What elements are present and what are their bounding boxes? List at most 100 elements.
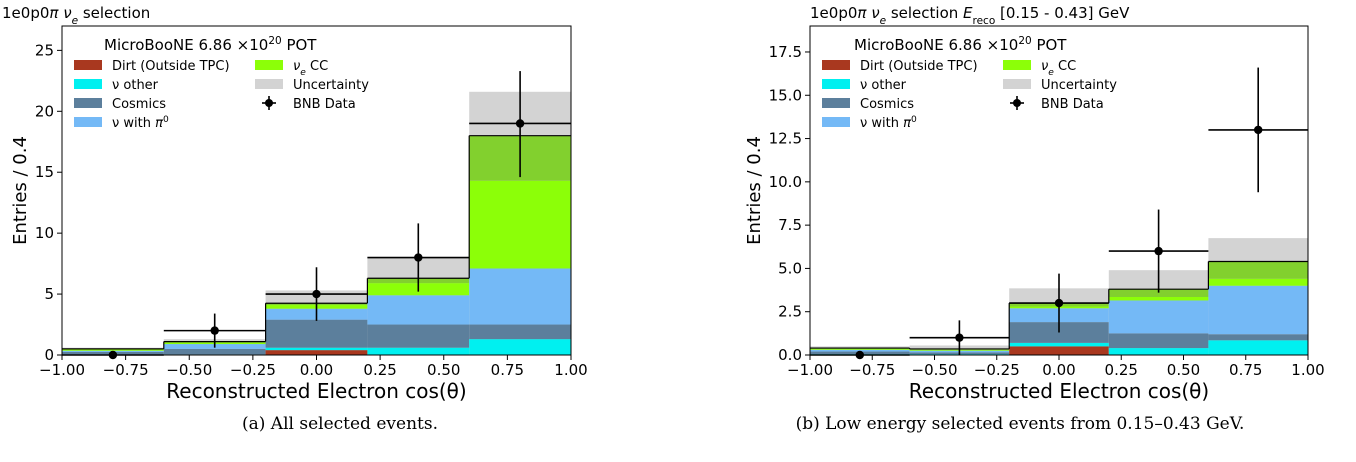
data-point: [312, 289, 321, 299]
legend-label: ν other: [860, 78, 907, 93]
y-tick-label: 15.0: [769, 86, 802, 104]
bar-nu_pi0: [469, 268, 571, 325]
bar-nu_other: [367, 347, 470, 355]
y-tick-label: 10.0: [769, 173, 802, 191]
y-tick-label: 17.5: [769, 43, 802, 61]
legend-label: Uncertainty: [293, 78, 369, 93]
legend-swatch: [74, 98, 102, 108]
x-tick-label: −1.00: [787, 361, 833, 379]
caption-a: (a) All selected events.: [242, 414, 438, 434]
bar-dirt: [265, 350, 368, 355]
data-point: [515, 119, 525, 128]
bar-nu_pi0: [1208, 285, 1308, 335]
pot-annotation: MicroBooNE 6.86 ×1020 POT: [854, 35, 1067, 54]
data-point: [1154, 246, 1163, 256]
bar-nu_other: [1208, 340, 1308, 355]
x-tick-label: −0.75: [103, 361, 149, 379]
y-tick-label: 0.0: [778, 346, 802, 364]
bar-cosmics: [265, 319, 368, 348]
y-tick-label: 0: [44, 346, 54, 364]
legend-swatch: [822, 98, 850, 108]
x-tick-label: 0.00: [300, 361, 333, 379]
y-tick-label: 20: [35, 102, 54, 120]
legend-label: Dirt (Outside TPC): [860, 59, 978, 74]
legend-label: ν with π0: [860, 115, 917, 131]
y-tick-label: 2.5: [778, 303, 802, 321]
bar-nu_other: [1009, 342, 1109, 347]
bar-cosmics: [163, 348, 266, 355]
legend-label: Dirt (Outside TPC): [112, 59, 230, 74]
legend-label: Cosmics: [112, 97, 166, 112]
data-point: [210, 326, 219, 335]
x-tick-label: 1.00: [554, 361, 587, 379]
x-tick-label: −0.25: [974, 361, 1020, 379]
x-axis-label: Reconstructed Electron cos(θ): [166, 379, 466, 403]
bar-nue-cc: [469, 180, 571, 269]
x-tick-label: 0.00: [1042, 361, 1075, 379]
x-tick-label: −1.00: [39, 361, 85, 379]
bar-nue-cc: [810, 348, 910, 350]
bar-nue-cc: [62, 349, 164, 351]
bar-nu_other: [265, 347, 368, 351]
x-tick-label: 0.50: [427, 361, 460, 379]
bar-nu_other: [469, 339, 571, 355]
x-tick-label: 0.25: [1105, 361, 1138, 379]
x-tick-label: 0.75: [491, 361, 524, 379]
legend-swatch: [822, 117, 850, 127]
legend-swatch: [255, 79, 283, 89]
legend-swatch: [74, 117, 102, 127]
legend-swatch: [1003, 79, 1031, 89]
legend-swatch: [822, 60, 850, 70]
bar-cosmics: [1009, 322, 1109, 343]
bar-nue-cc: [1108, 289, 1209, 297]
y-tick-label: 10: [35, 224, 54, 242]
chart-title: 1e0p0π νe selection: [2, 4, 150, 27]
bar-nu_pi0: [367, 295, 470, 325]
x-tick-label: 1.00: [1291, 361, 1324, 379]
legend-swatch: [1003, 60, 1031, 70]
legend-swatch: [255, 60, 283, 70]
bar-cosmics: [367, 324, 470, 348]
x-tick-label: −0.25: [230, 361, 276, 379]
y-tick-label: 5.0: [778, 259, 802, 277]
bar-cosmics: [1208, 334, 1308, 341]
x-tick-label: −0.75: [849, 361, 895, 379]
legend-label: ν other: [112, 78, 159, 93]
legend-label: BNB Data: [293, 97, 356, 112]
legend-label: Cosmics: [860, 97, 914, 112]
bar-nue-cc: [1208, 261, 1308, 279]
data-point: [1254, 125, 1263, 135]
bar-nue-cc: [1208, 278, 1308, 286]
data-point: [414, 253, 423, 262]
legend-label: ν with π0: [112, 115, 169, 131]
x-axis-label: Reconstructed Electron cos(θ): [909, 379, 1209, 403]
bar-nu_pi0: [810, 349, 910, 352]
y-tick-label: 7.5: [778, 216, 802, 234]
legend-label: νe CC: [293, 59, 328, 78]
legend-swatch: [822, 79, 850, 89]
legend-swatch: [74, 79, 102, 89]
data-point: [955, 333, 964, 342]
y-axis-label: Entries / 0.4: [10, 136, 31, 245]
legend-label: νe CC: [1041, 59, 1076, 78]
pot-annotation: MicroBooNE 6.86 ×1020 POT: [104, 35, 317, 54]
chart-0: −1.00 −0.75 −0.50 −0.25 0.00 0.25 0.50 0.75 1.00…: [2, 4, 588, 403]
data-point: [1054, 298, 1064, 308]
bar-nu_pi0: [1108, 300, 1209, 334]
bar-nu_other: [1108, 348, 1209, 355]
legend-data-marker: [1013, 99, 1021, 107]
y-axis-label: Entries / 0.4: [744, 136, 765, 245]
caption-b: (b) Low energy selected events from 0.15…: [795, 414, 1245, 434]
legend-swatch: [74, 60, 102, 70]
y-tick-label: 12.5: [769, 130, 802, 148]
bar-dirt: [1009, 346, 1109, 355]
bar-nue-cc: [1108, 296, 1209, 301]
x-tick-label: −0.50: [912, 361, 958, 379]
legend-label: Uncertainty: [1041, 78, 1117, 93]
bar-cosmics: [1108, 333, 1209, 349]
x-tick-label: −0.50: [166, 361, 212, 379]
x-tick-label: 0.50: [1167, 361, 1200, 379]
bar-cosmics: [469, 324, 571, 340]
x-tick-label: 0.25: [363, 361, 396, 379]
